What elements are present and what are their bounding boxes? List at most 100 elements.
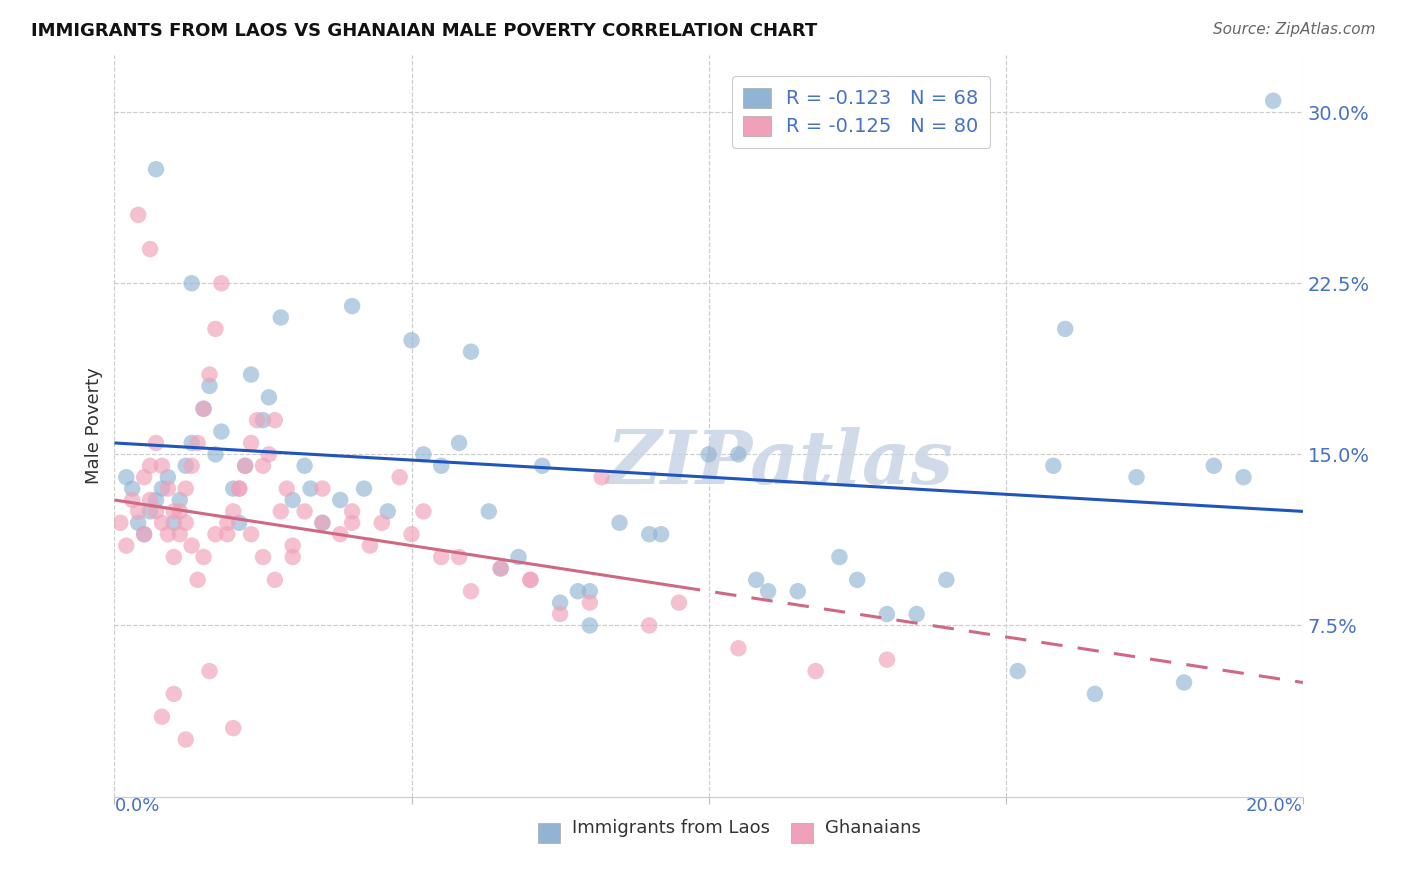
Point	[187, 436, 209, 450]
Point	[174, 458, 197, 473]
Point	[193, 401, 215, 416]
Point	[828, 549, 851, 564]
Point	[388, 470, 411, 484]
Text: IMMIGRANTS FROM LAOS VS GHANAIAN MALE POVERTY CORRELATION CHART: IMMIGRANTS FROM LAOS VS GHANAIAN MALE PO…	[31, 22, 817, 40]
Point	[169, 504, 191, 518]
Point	[1042, 458, 1064, 473]
Point	[1054, 322, 1077, 336]
Point	[460, 584, 482, 599]
Point	[127, 208, 149, 222]
Point	[156, 470, 179, 484]
Point	[240, 436, 263, 450]
Point	[460, 344, 482, 359]
Point	[329, 493, 352, 508]
Point	[163, 516, 186, 530]
Point	[489, 561, 512, 575]
Point	[412, 447, 434, 461]
Point	[804, 664, 827, 678]
Point	[359, 539, 381, 553]
Point	[905, 607, 928, 621]
Point	[1007, 664, 1029, 678]
Point	[668, 596, 690, 610]
Point	[156, 482, 179, 496]
Point	[578, 596, 600, 610]
Point	[139, 458, 162, 473]
Point	[311, 516, 333, 530]
Point	[846, 573, 869, 587]
Point	[508, 549, 530, 564]
Point	[340, 299, 363, 313]
Point	[198, 379, 221, 393]
Point	[115, 470, 138, 484]
Point	[180, 277, 202, 291]
Point	[935, 573, 957, 587]
Point	[311, 482, 333, 496]
Point	[169, 527, 191, 541]
Point	[638, 527, 661, 541]
Point	[217, 527, 239, 541]
Point	[150, 482, 173, 496]
Point	[727, 447, 749, 461]
Point	[548, 596, 571, 610]
Point	[252, 413, 274, 427]
Point	[1084, 687, 1107, 701]
Point	[578, 584, 600, 599]
Point	[401, 334, 423, 348]
Point	[1173, 675, 1195, 690]
Point	[276, 482, 298, 496]
Point	[638, 618, 661, 632]
Point	[478, 504, 501, 518]
Point	[209, 425, 232, 439]
Point	[193, 549, 215, 564]
Point	[489, 561, 512, 575]
Point	[294, 458, 316, 473]
Point	[163, 687, 186, 701]
Point	[1232, 470, 1254, 484]
Text: 20.0%: 20.0%	[1246, 797, 1303, 814]
Point	[110, 516, 132, 530]
Point	[150, 458, 173, 473]
Legend: R = -0.123   N = 68, R = -0.125   N = 80: R = -0.123 N = 68, R = -0.125 N = 80	[731, 76, 990, 148]
Point	[430, 458, 453, 473]
Point	[252, 549, 274, 564]
Point	[377, 504, 399, 518]
Point	[115, 539, 138, 553]
Point	[329, 527, 352, 541]
Point	[340, 504, 363, 518]
Point	[204, 447, 226, 461]
Point	[281, 493, 304, 508]
Point	[548, 607, 571, 621]
Point	[174, 516, 197, 530]
Text: Source: ZipAtlas.com: Source: ZipAtlas.com	[1212, 22, 1375, 37]
Point	[228, 482, 250, 496]
Point	[786, 584, 808, 599]
Point	[1202, 458, 1225, 473]
Point	[174, 482, 197, 496]
Point	[204, 527, 226, 541]
Point	[340, 516, 363, 530]
Point	[430, 549, 453, 564]
Point	[697, 447, 720, 461]
Point	[233, 458, 256, 473]
Point	[145, 504, 167, 518]
Point	[145, 436, 167, 450]
Point	[222, 721, 245, 735]
Point	[246, 413, 269, 427]
Point	[222, 504, 245, 518]
Text: 0.0%: 0.0%	[114, 797, 160, 814]
Point	[1263, 94, 1285, 108]
Point	[174, 732, 197, 747]
Point	[180, 458, 202, 473]
Point	[650, 527, 672, 541]
Point	[270, 310, 292, 325]
Point	[412, 504, 434, 518]
Point	[449, 436, 471, 450]
Text: Immigrants from Laos: Immigrants from Laos	[571, 819, 769, 837]
Point	[145, 493, 167, 508]
Point	[299, 482, 322, 496]
Point	[263, 413, 285, 427]
Point	[519, 573, 541, 587]
Point	[876, 607, 898, 621]
Point	[198, 664, 221, 678]
Point	[150, 709, 173, 723]
